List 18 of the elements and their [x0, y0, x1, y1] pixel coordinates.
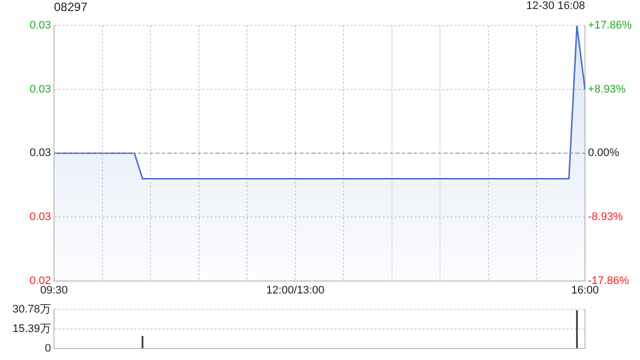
x-tick-label: 09:30 [40, 284, 68, 296]
y-tick-label: 0.03 [30, 211, 51, 224]
y2-tick-label: +17.86% [588, 20, 632, 32]
y-tick-label: 0.03 [30, 20, 51, 32]
y-tick-label: 0.03 [30, 83, 51, 96]
x-tick-label: 12:00/13:00 [266, 284, 324, 296]
x-tick-label: 16:00 [571, 284, 599, 296]
y2-tick-label: +8.93% [588, 83, 626, 96]
y-tick-label: 0 [44, 342, 51, 354]
y-tick-label: 0.03 [30, 147, 51, 160]
chart-title: 08297 [54, 0, 88, 14]
text: 12-30 16:08 [526, 0, 585, 12]
y2-tick-label: -17.86% [588, 274, 630, 287]
y-tick-label: 30.78万 [12, 304, 51, 316]
y-tick-label: 0.02 [30, 274, 51, 287]
y2-tick-label: 0.00% [588, 147, 620, 160]
y2-tick-label: -8.93% [588, 211, 624, 224]
y-tick-label: 15.39万 [12, 323, 51, 336]
